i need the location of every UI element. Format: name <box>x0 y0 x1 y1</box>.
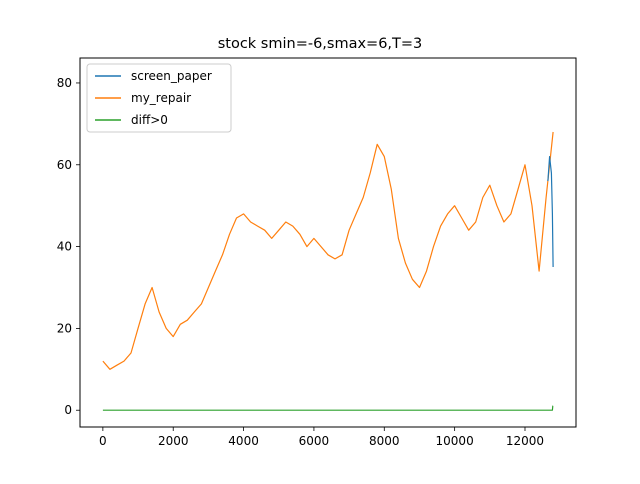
y-axis: 0 20 40 60 80 <box>57 76 80 417</box>
x-tick-label: 12000 <box>506 434 544 448</box>
legend-label: diff>0 <box>131 113 168 127</box>
series-line-my-repair <box>102 131 554 370</box>
legend-label: screen_paper <box>131 69 212 83</box>
legend-label: my_repair <box>131 91 191 105</box>
series-line-diff-0 <box>102 405 554 411</box>
y-tick-label: 20 <box>57 321 72 335</box>
chart-title: stock smin=-6,smax=6,T=3 <box>218 36 423 52</box>
series-layer <box>102 131 554 411</box>
x-tick-label: 2000 <box>158 434 189 448</box>
x-tick-label: 8000 <box>369 434 400 448</box>
x-tick-label: 4000 <box>228 434 259 448</box>
y-tick-label: 0 <box>64 403 72 417</box>
x-tick-label: 0 <box>99 434 107 448</box>
x-tick-label: 6000 <box>299 434 330 448</box>
x-axis: 0 2000 4000 6000 8000 10000 12000 <box>99 427 544 448</box>
x-tick-label: 10000 <box>436 434 474 448</box>
legend: screen_paper my_repair diff>0 <box>86 63 232 133</box>
series-line-screen-paper <box>547 156 554 268</box>
y-tick-label: 60 <box>57 158 72 172</box>
plot-frame <box>79 57 577 428</box>
y-tick-label: 40 <box>57 240 72 254</box>
y-tick-label: 80 <box>57 76 72 90</box>
legend-box <box>86 63 232 133</box>
